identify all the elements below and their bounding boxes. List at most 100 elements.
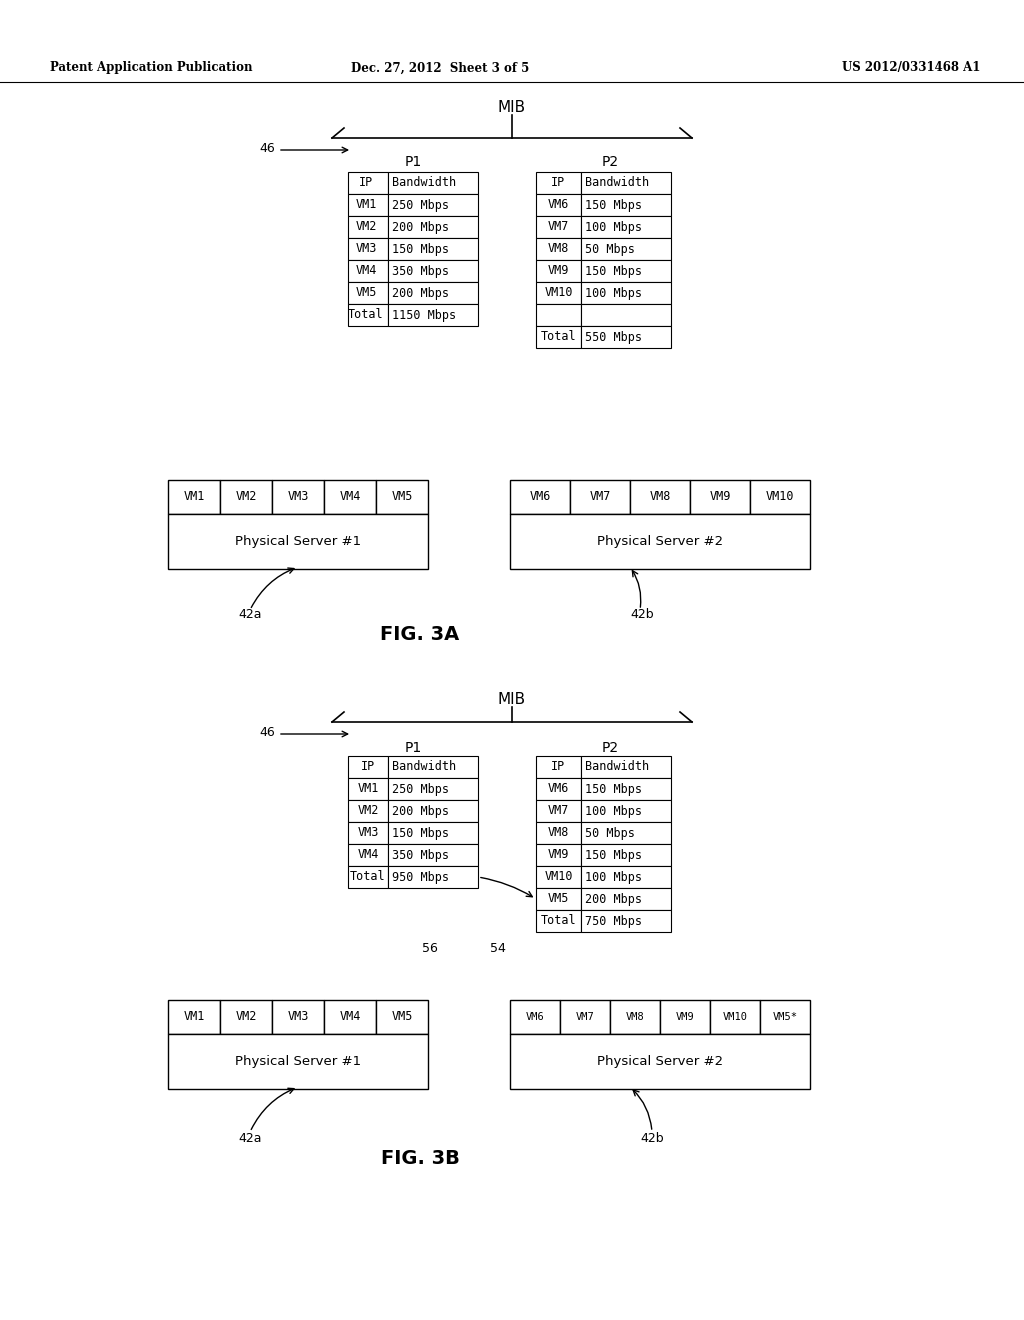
Bar <box>348 216 388 238</box>
Text: VM5: VM5 <box>355 286 377 300</box>
Text: 50 Mbps: 50 Mbps <box>585 826 635 840</box>
Text: 54: 54 <box>490 941 506 954</box>
Bar <box>510 513 810 569</box>
Text: 350 Mbps: 350 Mbps <box>392 264 449 277</box>
Bar <box>750 480 810 513</box>
Bar <box>536 216 581 238</box>
Bar <box>581 238 671 260</box>
Text: FIG. 3B: FIG. 3B <box>381 1148 460 1167</box>
Bar <box>388 777 478 800</box>
Text: Dec. 27, 2012  Sheet 3 of 5: Dec. 27, 2012 Sheet 3 of 5 <box>351 62 529 74</box>
Text: VM7: VM7 <box>575 1012 594 1022</box>
Bar <box>581 172 671 194</box>
Bar <box>581 909 671 932</box>
Text: 250 Mbps: 250 Mbps <box>392 198 449 211</box>
Text: 550 Mbps: 550 Mbps <box>585 330 642 343</box>
Text: 200 Mbps: 200 Mbps <box>585 892 642 906</box>
Text: IP: IP <box>551 177 565 190</box>
Bar <box>324 1001 376 1034</box>
Text: VM3: VM3 <box>355 243 377 256</box>
Bar <box>581 822 671 843</box>
Text: 150 Mbps: 150 Mbps <box>585 849 642 862</box>
Text: VM4: VM4 <box>357 849 379 862</box>
Bar <box>376 1001 428 1034</box>
Text: IP: IP <box>358 177 373 190</box>
Bar <box>581 888 671 909</box>
Bar <box>388 238 478 260</box>
Text: VM4: VM4 <box>355 264 377 277</box>
Bar <box>581 194 671 216</box>
Text: VM5: VM5 <box>548 892 569 906</box>
Bar <box>710 1001 760 1034</box>
Bar <box>581 260 671 282</box>
Text: VM7: VM7 <box>548 804 569 817</box>
Bar <box>220 480 272 513</box>
Text: 42a: 42a <box>239 609 262 622</box>
Bar <box>220 1001 272 1034</box>
Bar <box>510 1001 560 1034</box>
Bar <box>348 238 388 260</box>
Bar <box>581 800 671 822</box>
Text: VM6: VM6 <box>529 491 551 503</box>
Text: MIB: MIB <box>498 693 526 708</box>
Text: 100 Mbps: 100 Mbps <box>585 220 642 234</box>
Bar <box>610 1001 660 1034</box>
Text: 200 Mbps: 200 Mbps <box>392 220 449 234</box>
Bar <box>168 480 220 513</box>
Bar <box>168 1001 220 1034</box>
Text: Bandwidth: Bandwidth <box>392 760 456 774</box>
Bar <box>760 1001 810 1034</box>
Bar <box>388 282 478 304</box>
Bar <box>388 172 478 194</box>
Bar <box>660 1001 710 1034</box>
Bar <box>570 480 630 513</box>
Text: Total: Total <box>350 870 386 883</box>
Text: 46: 46 <box>259 141 275 154</box>
Text: 42b: 42b <box>640 1131 664 1144</box>
Text: 56: 56 <box>422 941 438 954</box>
Text: 1150 Mbps: 1150 Mbps <box>392 309 456 322</box>
Bar <box>168 513 428 569</box>
Text: VM6: VM6 <box>548 783 569 796</box>
Bar <box>581 777 671 800</box>
Text: Bandwidth: Bandwidth <box>392 177 456 190</box>
Text: Physical Server #1: Physical Server #1 <box>234 1055 361 1068</box>
Bar <box>388 800 478 822</box>
Text: VM1: VM1 <box>183 491 205 503</box>
Bar <box>536 777 581 800</box>
Text: VM10: VM10 <box>544 286 572 300</box>
Bar <box>560 1001 610 1034</box>
Bar <box>168 1034 428 1089</box>
Text: US 2012/0331468 A1: US 2012/0331468 A1 <box>842 62 980 74</box>
Text: Patent Application Publication: Patent Application Publication <box>50 62 253 74</box>
Text: Physical Server #2: Physical Server #2 <box>597 535 723 548</box>
Text: VM8: VM8 <box>548 826 569 840</box>
Text: VM5: VM5 <box>391 491 413 503</box>
Text: VM2: VM2 <box>236 1011 257 1023</box>
Bar <box>388 843 478 866</box>
Text: VM6: VM6 <box>525 1012 545 1022</box>
Text: VM5: VM5 <box>391 1011 413 1023</box>
Bar <box>348 304 388 326</box>
Bar <box>272 1001 324 1034</box>
Bar <box>536 238 581 260</box>
Bar <box>348 172 388 194</box>
Text: VM9: VM9 <box>676 1012 694 1022</box>
Text: Bandwidth: Bandwidth <box>585 177 649 190</box>
Bar <box>348 777 388 800</box>
Bar <box>348 194 388 216</box>
Text: VM1: VM1 <box>355 198 377 211</box>
Bar <box>536 172 581 194</box>
Text: 50 Mbps: 50 Mbps <box>585 243 635 256</box>
Bar <box>630 480 690 513</box>
Text: 200 Mbps: 200 Mbps <box>392 286 449 300</box>
Bar <box>536 260 581 282</box>
Text: 150 Mbps: 150 Mbps <box>392 826 449 840</box>
Text: VM9: VM9 <box>548 849 569 862</box>
Text: Total: Total <box>541 330 577 343</box>
Text: IP: IP <box>360 760 375 774</box>
Text: 100 Mbps: 100 Mbps <box>585 870 642 883</box>
Bar <box>388 216 478 238</box>
Bar <box>510 480 570 513</box>
Text: P2: P2 <box>601 741 618 755</box>
